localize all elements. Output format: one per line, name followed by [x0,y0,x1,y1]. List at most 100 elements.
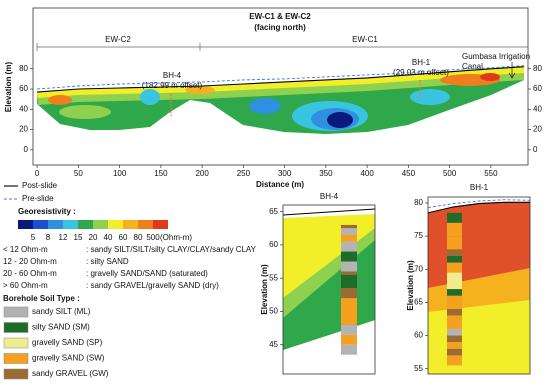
y-tick-label: 80 [414,198,423,207]
borehole-layer [447,342,462,349]
colorbar-tick-label: 12 [59,233,68,242]
borehole-layer [447,335,462,343]
surface-line [37,65,524,90]
note-range: 20 - 60 Ohm-m [3,269,57,278]
borehole-layer [447,355,462,366]
soil-label: gravelly SAND (SW) [32,354,105,363]
colorbar-cell [108,220,123,229]
annotation: BH-1 [412,58,431,67]
colorbar-cell [33,220,48,229]
inset-title: BH-4 [320,192,339,201]
borehole-layer [447,236,462,250]
y-tick-label: 55 [414,364,423,373]
x-tick-label: 500 [443,169,457,178]
borehole-layer [341,324,357,335]
soil-swatch [3,306,29,318]
x-tick-label: 300 [278,169,292,178]
x-tick-label: 250 [237,169,251,178]
y-tick-label: 50 [269,307,278,316]
annotation: Canal [462,62,483,71]
borehole-layer [341,288,357,299]
borehole-layer [341,274,357,289]
colorbar-cell [18,220,33,229]
colorbar-title: Georesistivity : [18,207,76,216]
section-bracket [36,43,528,51]
borehole-layer [341,241,357,252]
x-tick-label: 400 [360,169,374,178]
soil-swatch [3,337,29,349]
y2-tick-label: 40 [533,104,542,113]
colorbar-tick-label: 8 [46,233,51,242]
y-tick-label: 40 [19,104,28,113]
borehole-layer [447,222,462,237]
borehole-layer [447,309,462,316]
colorbar-cell [48,220,63,229]
colorbar-cell [93,220,108,229]
bh4-section [283,214,375,350]
bh1-section [428,202,530,374]
borehole-layer [447,262,462,273]
inset-title: BH-1 [470,183,489,192]
colorbar-cell [63,220,78,229]
borehole-layer [447,249,462,256]
y-tick-label: 60 [19,84,28,93]
y2-tick-label: 60 [533,84,542,93]
note-range: < 12 Ohm-m [3,245,48,254]
colorbar-cell [153,220,168,229]
y-tick-label: 45 [269,340,278,349]
note-soil: : sandy GRAVEL/gravelly SAND (dry) [86,281,219,290]
borehole-layer [447,272,462,290]
borehole-layer [447,295,462,310]
x-tick-label: 450 [402,169,416,178]
surface-line [37,66,524,93]
note-range: 12 - 20 Ohm-m [3,257,57,266]
section-label: EW-C2 [105,35,131,44]
colorbar-tick-label: 60 [119,233,128,242]
colorbar-tick-label: 80 [134,233,143,242]
soil-swatch [3,368,29,380]
note-soil: : silty SAND [86,257,129,266]
soil-label: sandy GRAVEL (GW) [32,369,109,378]
legend-label: Post-slide [22,181,58,190]
borehole-layer [341,298,357,325]
y-axis-label: Elevation (m) [406,260,415,311]
colorbar-cell [123,220,138,229]
y-tick-label: 55 [269,273,278,282]
bh1-frame [427,196,531,375]
borehole-layer [447,315,462,329]
colorbar-cell [138,220,153,229]
y-tick-label: 0 [24,145,29,154]
colorbar-cell [78,220,93,229]
soil-swatch [3,353,29,364]
borehole-layer [341,224,357,229]
borehole-layer [447,328,462,336]
soil-swatch [3,322,29,333]
x-tick-label: 150 [154,169,168,178]
borehole-layer [341,261,357,272]
surface-line [282,208,376,216]
y2-tick-label: 80 [533,64,542,73]
y2-tick-label: 0 [533,145,538,154]
x-tick-label: 200 [195,169,209,178]
note-soil: : gravelly SAND/SAND (saturated) [86,269,208,278]
y-tick-label: 65 [269,207,278,216]
x-tick-label: 350 [319,169,333,178]
x-axis-label: Distance (m) [256,180,304,189]
soil-label: sandy SILT (ML) [32,307,91,316]
annotation: (29.03 m offset) [393,68,449,77]
note-range: > 60 Ohm-m [3,281,48,290]
borehole-layer [341,234,357,242]
resistivity-section [37,67,524,134]
x-tick-label: 0 [35,169,40,178]
legend-label: Pre-slide [22,194,54,203]
section-label: EW-C1 [352,35,378,44]
borehole-layer [447,348,462,356]
borehole-layer [341,334,357,345]
borehole-layer [447,256,462,263]
borehole-layer [341,271,357,275]
colorbar-tick-label: 15 [74,233,83,242]
soil-legend-title: Borehole Soil Type : [3,294,80,303]
y-tick-label: 20 [19,125,28,134]
borehole-layer [341,228,357,235]
